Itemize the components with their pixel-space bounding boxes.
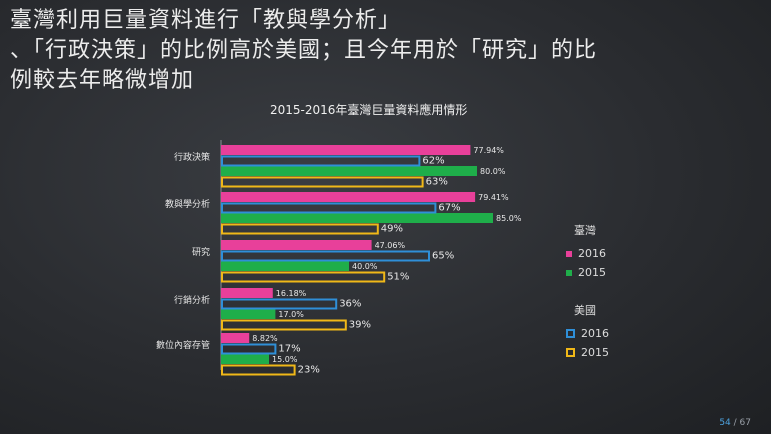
page-current: 54: [719, 418, 731, 428]
data-label-taiwan-2015: 40.0%: [352, 262, 378, 271]
legend-label-taiwan-2015: 2015: [578, 266, 606, 279]
legend-usa: 美國 2016 2015: [566, 302, 609, 362]
legend-item-usa-2016: 2016: [566, 324, 609, 343]
bar-taiwan-2015: [221, 166, 477, 176]
bar-taiwan-2015: [221, 261, 349, 271]
data-label-usa-2015: 39%: [349, 320, 371, 331]
data-label-taiwan-2015: 17.0%: [278, 310, 304, 319]
page-separator: /: [730, 418, 740, 428]
data-label-taiwan-2015: 80.0%: [480, 167, 506, 176]
page-total: 67: [739, 418, 751, 428]
bar-taiwan-2015: [221, 309, 276, 319]
page-number: 54 / 67: [719, 418, 751, 428]
bar-taiwan-2016: [221, 240, 372, 250]
data-label-usa-2016: 62%: [422, 156, 444, 167]
headline-line-2: 、「行政決策」的比例高於美國；且今年用於「研究」的比: [10, 38, 598, 63]
legend-item-usa-2015: 2015: [566, 343, 609, 362]
legend-item-taiwan-2015: 2015: [566, 263, 606, 282]
legend-swatch-taiwan-2015: [566, 269, 572, 276]
data-label-usa-2015: 23%: [298, 365, 320, 376]
bar-taiwan-2016: [221, 145, 471, 155]
data-label-taiwan-2016: 8.82%: [252, 334, 278, 343]
category-label: 研究: [192, 246, 210, 258]
legend-swatch-usa-2015: [566, 348, 575, 357]
bar-usa-2016: [221, 155, 421, 167]
data-label-taiwan-2016: 47.06%: [375, 241, 406, 250]
data-label-taiwan-2016: 77.94%: [473, 146, 504, 155]
bar-usa-2016: [221, 250, 430, 262]
bar-taiwan-2015: [221, 213, 493, 223]
category-label: 數位內容存管: [156, 339, 210, 351]
data-label-usa-2015: 49%: [381, 224, 403, 235]
data-label-usa-2016: 17%: [278, 344, 300, 355]
legend-taiwan-title: 臺灣: [574, 224, 596, 237]
legend-item-taiwan-2016: 2016: [566, 244, 606, 263]
bar-usa-2015: [221, 223, 379, 235]
headline-line-1: 臺灣利用巨量資料進行「教與學分析」: [10, 8, 402, 33]
legend-usa-title: 美國: [574, 304, 596, 317]
data-label-usa-2015: 63%: [426, 177, 448, 188]
bar-taiwan-2015: [221, 354, 269, 364]
legend-taiwan: 臺灣 2016 2015: [566, 222, 606, 282]
bar-usa-2016: [221, 202, 437, 214]
bar-taiwan-2016: [221, 192, 476, 202]
headline-line-3: 例較去年略微增加: [10, 68, 195, 93]
legend-label-usa-2015: 2015: [581, 346, 609, 359]
data-label-taiwan-2015: 85.0%: [496, 214, 522, 223]
data-label-taiwan-2016: 79.41%: [478, 193, 509, 202]
data-label-usa-2016: 67%: [438, 203, 460, 214]
legend-label-taiwan-2016: 2016: [578, 247, 606, 260]
data-label-usa-2016: 65%: [432, 251, 454, 262]
chart-title: 2015-2016年臺灣巨量資料應用情形: [270, 103, 468, 117]
legend-swatch-usa-2016: [566, 329, 575, 338]
headline: 臺灣利用巨量資料進行「教與學分析」 、「行政決策」的比例高於美國；且今年用於「研…: [10, 6, 770, 96]
data-label-usa-2015: 51%: [387, 272, 409, 283]
bar-taiwan-2016: [221, 333, 250, 343]
bar-usa-2015: [221, 176, 424, 188]
category-label: 教與學分析: [165, 198, 210, 210]
data-label-taiwan-2015: 15.0%: [272, 355, 298, 364]
data-label-taiwan-2016: 16.18%: [276, 289, 307, 298]
legend-label-usa-2016: 2016: [581, 327, 609, 340]
category-label: 行銷分析: [174, 294, 210, 306]
bar-usa-2015: [221, 364, 296, 376]
legend-swatch-taiwan-2016: [566, 250, 572, 257]
bar-taiwan-2016: [221, 288, 273, 298]
bar-usa-2016: [221, 343, 277, 355]
data-label-usa-2016: 36%: [339, 299, 361, 310]
category-label: 行政決策: [174, 151, 210, 163]
bar-usa-2016: [221, 298, 338, 310]
bar-usa-2015: [221, 319, 347, 331]
bar-usa-2015: [221, 271, 386, 283]
